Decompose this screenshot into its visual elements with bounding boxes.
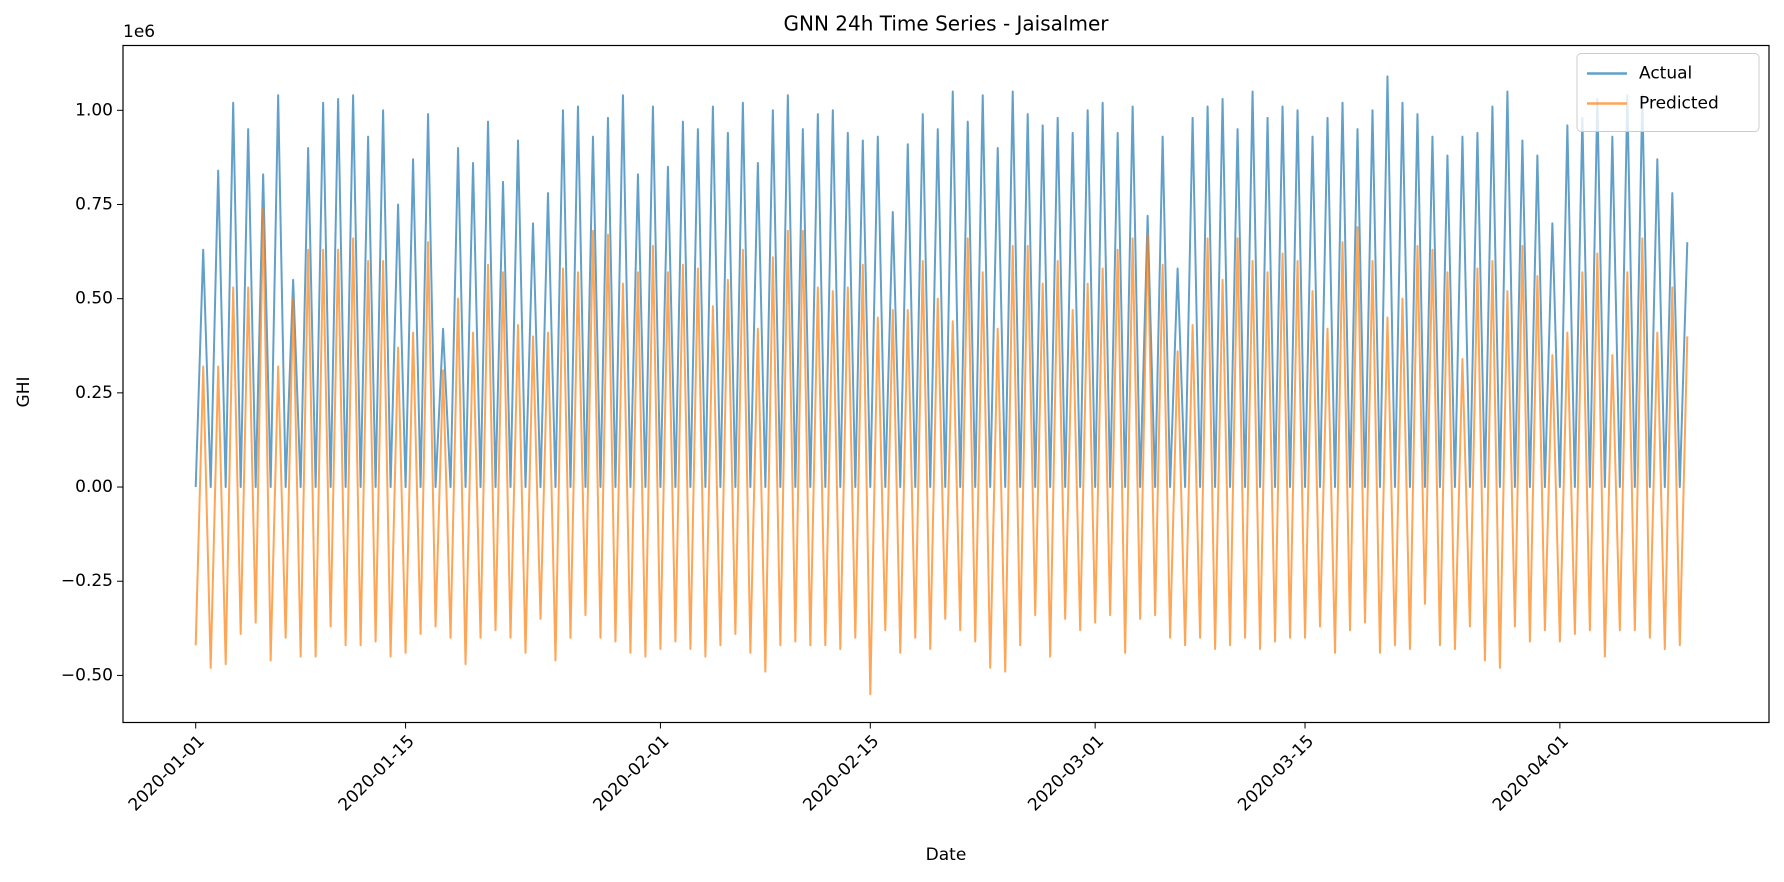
x-tick-label: 2020-01-01 (125, 731, 209, 815)
chart-title: GNN 24h Time Series - Jaisalmer (784, 12, 1110, 36)
x-tick-label: 2020-03-15 (1234, 731, 1318, 815)
legend-label: Actual (1639, 64, 1692, 84)
y-tick-label: 0.75 (75, 194, 113, 214)
x-axis-label: Date (926, 845, 967, 865)
x-tick-label: 2020-03-01 (1024, 731, 1108, 815)
y-tick-label: 0.25 (75, 383, 113, 403)
x-tick-label: 2020-04-01 (1489, 731, 1573, 815)
x-tick-label: 2020-01-15 (335, 731, 419, 815)
x-tick-label: 2020-02-15 (799, 731, 883, 815)
legend-label: Predicted (1639, 94, 1719, 114)
y-tick-label: −0.25 (61, 571, 113, 591)
legend: Actual Predicted (1576, 53, 1760, 132)
y-tick-label: 0.00 (75, 477, 113, 497)
y-tick-label: 0.50 (75, 289, 113, 309)
y-tick-label: −0.50 (61, 665, 113, 685)
y-offset-label: 1e6 (123, 22, 155, 42)
series-line (194, 207, 1689, 696)
y-tick-label: 1.00 (75, 100, 113, 120)
x-tick-label: 2020-02-01 (589, 731, 673, 815)
plot-frame (122, 44, 1770, 724)
y-axis-label: GHI (14, 377, 34, 408)
series-line (194, 75, 1689, 489)
